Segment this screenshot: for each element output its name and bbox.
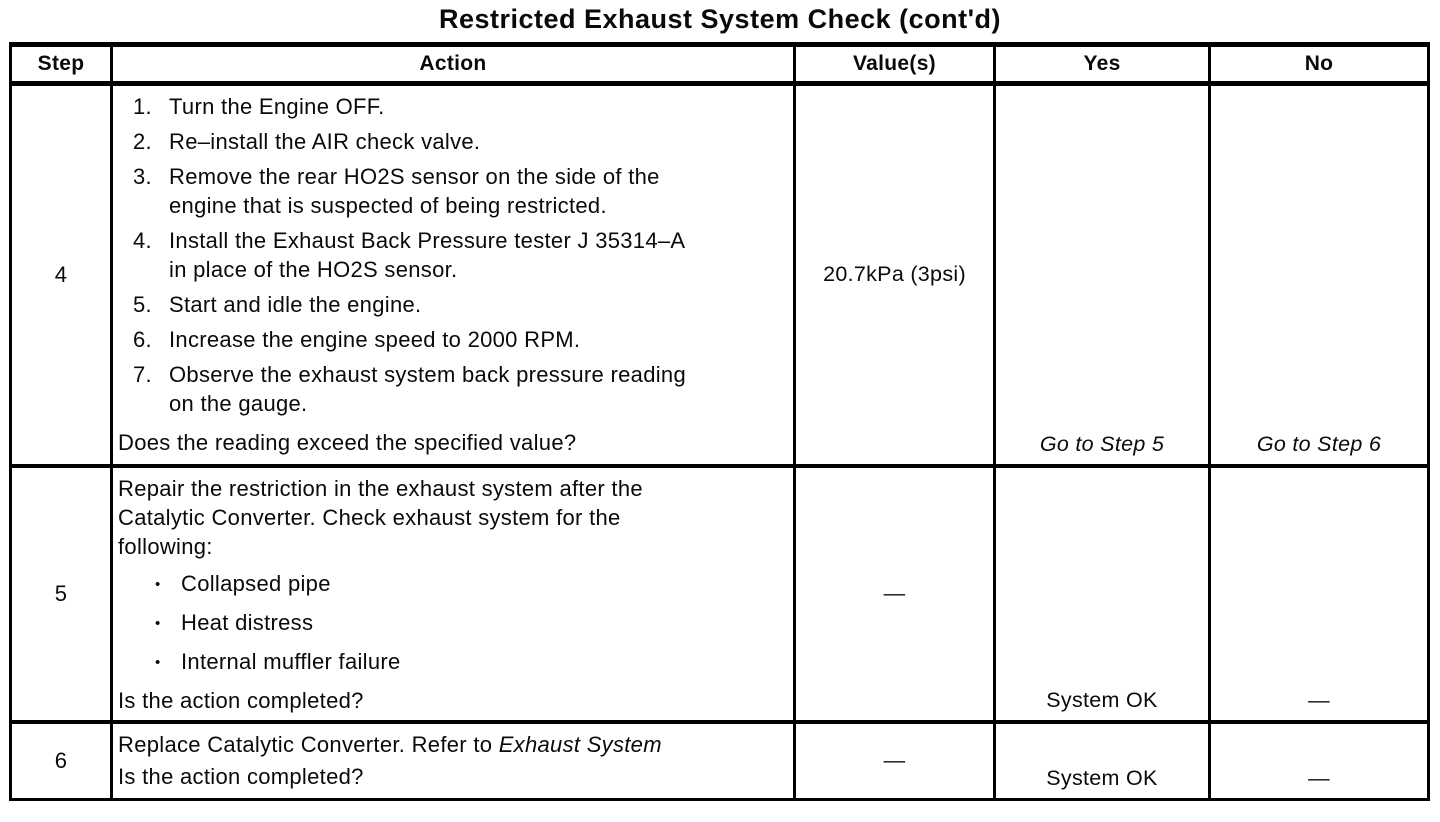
page-title: Restricted Exhaust System Check (cont'd) [438, 4, 1002, 34]
reference-title: Exhaust System [498, 731, 662, 757]
yes-result: System OK [1046, 687, 1158, 712]
yes-cell: System OK [993, 464, 1211, 724]
no-result: Go to Step 6 [1256, 431, 1382, 456]
list-item: 7. Observe the exhaust system back press… [133, 360, 783, 418]
value-cell: 20.7kPa (3psi) [793, 82, 996, 468]
item-text: Observe the exhaust system back pressure… [169, 362, 686, 387]
no-result: — [1308, 687, 1330, 712]
item-number: 2. [133, 129, 152, 154]
item-number: 4. [133, 228, 152, 253]
action-content: Repair the restriction in the exhaust sy… [113, 468, 793, 718]
item-text: on the gauge. [169, 391, 308, 416]
action-cell: 1. Turn the Engine OFF. 2. Re–install th… [110, 82, 796, 468]
bullet-item: Internal muffler failure [155, 647, 783, 679]
value-cell: — [793, 464, 996, 724]
no-result: — [1308, 766, 1330, 790]
diagnostic-table: Step Action Value(s) Yes No 4 1. Turn th… [9, 42, 1430, 801]
paragraph-line: following: [118, 533, 213, 559]
no-cell: — [1208, 464, 1430, 724]
item-text: Install the Exhaust Back Pressure tester… [169, 228, 686, 253]
table-row: 4 1. Turn the Engine OFF. 2. Re–install … [9, 82, 1430, 468]
action-content: 1. Turn the Engine OFF. 2. Re–install th… [113, 86, 793, 462]
manual-page: Restricted Exhaust System Check (cont'd)… [0, 4, 1440, 822]
yes-result: System OK [1046, 766, 1158, 790]
action-cell: Repair the restriction in the exhaust sy… [110, 464, 796, 724]
bullet-text: Internal muffler failure [181, 648, 401, 674]
header-step: Step [9, 42, 113, 86]
step-number: 4 [9, 82, 113, 468]
paragraph-line: Catalytic Converter. Check exhaust syste… [118, 504, 621, 530]
item-text: Turn the Engine OFF. [169, 94, 385, 119]
item-text: Re–install the AIR check valve. [169, 129, 481, 154]
item-text: Start and idle the engine. [169, 292, 422, 317]
decision-question: Is the action completed? [118, 763, 364, 789]
header-row: Step Action Value(s) Yes No [9, 42, 1430, 86]
decision-question: Is the action completed? [118, 687, 364, 713]
yes-cell: Go to Step 5 [993, 82, 1211, 468]
header-action: Action [110, 42, 796, 86]
action-cell: Replace Catalytic Converter. Refer to Ex… [110, 720, 796, 801]
item-number: 6. [133, 327, 152, 352]
bullet-icon [155, 569, 181, 601]
no-cell: Go to Step 6 [1208, 82, 1430, 468]
value-cell: — [793, 720, 996, 801]
bullet-icon [155, 608, 181, 640]
decision-question: Does the reading exceed the specified va… [118, 430, 577, 455]
bullet-text: Heat distress [181, 609, 314, 635]
item-text: engine that is suspected of being restri… [169, 193, 607, 218]
table-header: Step Action Value(s) Yes No [9, 42, 1430, 86]
step-number: 6 [9, 720, 113, 801]
item-text: Remove the rear HO2S sensor on the side … [169, 164, 660, 189]
action-content: Replace Catalytic Converter. Refer to Ex… [113, 724, 793, 796]
bullet-icon [155, 647, 181, 679]
table-row: 6 Replace Catalytic Converter. Refer to … [9, 720, 1430, 801]
list-item: 6. Increase the engine speed to 2000 RPM… [133, 325, 783, 354]
header-yes: Yes [993, 42, 1211, 86]
item-number: 7. [133, 362, 152, 387]
item-number: 5. [133, 292, 152, 317]
item-text: in place of the HO2S sensor. [169, 257, 458, 282]
list-item: 4. Install the Exhaust Back Pressure tes… [133, 226, 783, 284]
list-item: 1. Turn the Engine OFF. [133, 92, 783, 121]
header-no: No [1208, 42, 1430, 86]
item-number: 1. [133, 94, 152, 119]
step-number: 5 [9, 464, 113, 724]
header-values: Value(s) [793, 42, 996, 86]
paragraph-text: Replace Catalytic Converter. Refer to [118, 731, 499, 757]
action-paragraph: Repair the restriction in the exhaust sy… [118, 474, 783, 561]
list-item: 5. Start and idle the engine. [133, 290, 783, 319]
table-row: 5 Repair the restriction in the exhaust … [9, 464, 1430, 724]
list-item: 3. Remove the rear HO2S sensor on the si… [133, 162, 783, 220]
item-number: 3. [133, 164, 152, 189]
no-cell: — [1208, 720, 1430, 801]
list-item: 2. Re–install the AIR check valve. [133, 127, 783, 156]
bullet-text: Collapsed pipe [181, 570, 331, 596]
action-paragraph: Replace Catalytic Converter. Refer to Ex… [118, 730, 783, 759]
yes-cell: System OK [993, 720, 1211, 801]
yes-result: Go to Step 5 [1039, 431, 1165, 456]
bullet-item: Collapsed pipe [155, 569, 783, 601]
bullet-item: Heat distress [155, 608, 783, 640]
paragraph-line: Repair the restriction in the exhaust sy… [118, 475, 643, 501]
item-text: Increase the engine speed to 2000 RPM. [169, 327, 581, 352]
